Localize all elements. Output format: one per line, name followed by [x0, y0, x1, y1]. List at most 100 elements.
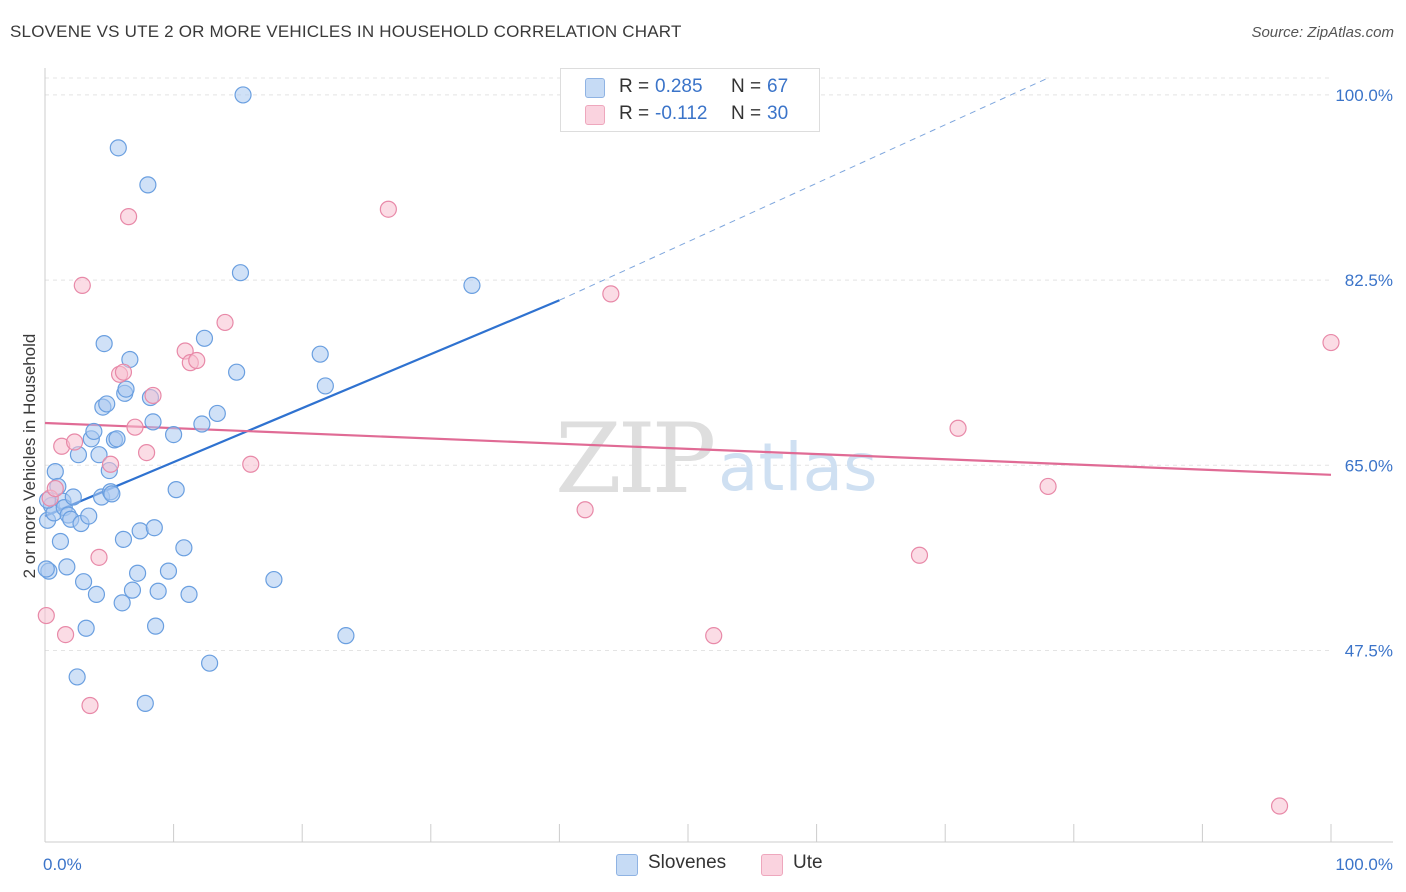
point-ute [37, 606, 55, 625]
point-slovenes [208, 404, 226, 423]
point-ute [73, 276, 91, 295]
point-slovenes [68, 668, 86, 686]
point-slovenes [80, 507, 98, 525]
point-ute [379, 200, 397, 218]
trend-lines [44, 77, 1332, 518]
point-slovenes [113, 594, 131, 612]
point-slovenes [195, 329, 214, 347]
point-slovenes [46, 463, 64, 481]
point-slovenes [234, 86, 252, 104]
point-ute [46, 479, 64, 498]
point-ute [910, 546, 929, 564]
point-ute [576, 501, 594, 519]
point-slovenes [167, 481, 185, 499]
point-slovenes [37, 560, 55, 578]
point-ute [137, 443, 156, 462]
point-slovenes [145, 519, 163, 537]
data-points [37, 86, 1340, 815]
point-ute [242, 455, 260, 473]
point-ute [216, 313, 234, 332]
point-slovenes [265, 570, 283, 589]
point-slovenes [95, 335, 113, 353]
point-slovenes [98, 395, 116, 413]
point-slovenes [337, 627, 355, 645]
point-ute [602, 285, 620, 303]
axes [44, 68, 1393, 843]
series-swatch-ute [761, 854, 783, 876]
legend-n-value-ute: 30 [767, 103, 789, 124]
watermark-zip: ZIP [555, 403, 714, 515]
point-ute [90, 548, 108, 566]
series-swatch-slovenes [616, 854, 638, 876]
point-slovenes [77, 619, 95, 637]
x-tick-label: 100.0% [1335, 855, 1393, 874]
y-tick-label: 100.0% [1335, 86, 1393, 105]
point-slovenes [128, 564, 147, 582]
point-slovenes [74, 573, 93, 591]
point-ute [114, 363, 133, 381]
point-ute [65, 433, 84, 451]
trend-line-slovenes [44, 299, 560, 518]
point-slovenes [165, 426, 183, 444]
point-ute [126, 418, 144, 436]
trend-line-slovenes-extension [559, 77, 1049, 301]
point-slovenes [58, 558, 76, 576]
point-slovenes [463, 276, 481, 295]
legend-swatch-slovenes [585, 78, 605, 98]
point-ute [144, 386, 162, 405]
legend-n-label: N = [731, 76, 762, 97]
point-ute [81, 696, 99, 715]
legend-r-value-ute: -0.112 [655, 103, 708, 124]
point-slovenes [109, 139, 127, 157]
point-ute [56, 625, 75, 644]
point-ute [119, 208, 138, 226]
point-slovenes [114, 530, 133, 548]
point-ute [1322, 333, 1340, 352]
point-slovenes [146, 617, 165, 635]
point-slovenes [231, 264, 250, 282]
point-slovenes [108, 430, 126, 448]
point-ute [1270, 797, 1289, 815]
point-slovenes [117, 380, 135, 398]
point-ute [1039, 477, 1057, 496]
y-tick-label: 47.5% [1345, 641, 1393, 660]
point-slovenes [139, 176, 157, 194]
point-slovenes [311, 345, 329, 363]
point-slovenes [85, 422, 103, 441]
point-slovenes [103, 485, 121, 503]
series-label-slovenes: Slovenes [648, 852, 727, 873]
point-slovenes [149, 582, 167, 600]
source-label: Source: ZipAtlas.com [1251, 24, 1394, 41]
legend-r-label: R = [619, 76, 650, 97]
point-slovenes [131, 522, 149, 540]
point-slovenes [159, 562, 178, 580]
point-slovenes [87, 585, 106, 603]
legend-swatch-ute [585, 105, 605, 125]
x-tick-label: 0.0% [43, 855, 82, 874]
legend-r-value-slovenes: 0.285 [655, 76, 703, 97]
point-slovenes [316, 377, 334, 395]
point-slovenes [175, 539, 193, 557]
tick-labels: 47.5% 65.0% 82.5% 100.0% 0.0% 100.0% [43, 86, 1393, 874]
point-slovenes [180, 585, 198, 603]
point-ute [705, 627, 723, 645]
point-slovenes [228, 363, 246, 381]
y-tick-label: 82.5% [1345, 271, 1393, 290]
point-slovenes [123, 581, 142, 599]
point-slovenes [90, 446, 108, 464]
point-slovenes [136, 694, 154, 712]
point-slovenes [64, 488, 82, 506]
legend-n-value-slovenes: 67 [767, 76, 789, 97]
legend-r-label: R = [619, 103, 650, 124]
point-ute [949, 419, 967, 437]
point-ute [101, 455, 120, 473]
point-slovenes [51, 532, 70, 551]
series-legend: Slovenes Ute [0, 852, 1406, 878]
legend-n-label: N = [731, 103, 762, 124]
point-ute [188, 351, 206, 370]
point-slovenes [193, 415, 211, 433]
watermark-atlas: atlas [718, 429, 878, 506]
point-slovenes [144, 413, 162, 431]
y-tick-label: 65.0% [1345, 456, 1393, 475]
